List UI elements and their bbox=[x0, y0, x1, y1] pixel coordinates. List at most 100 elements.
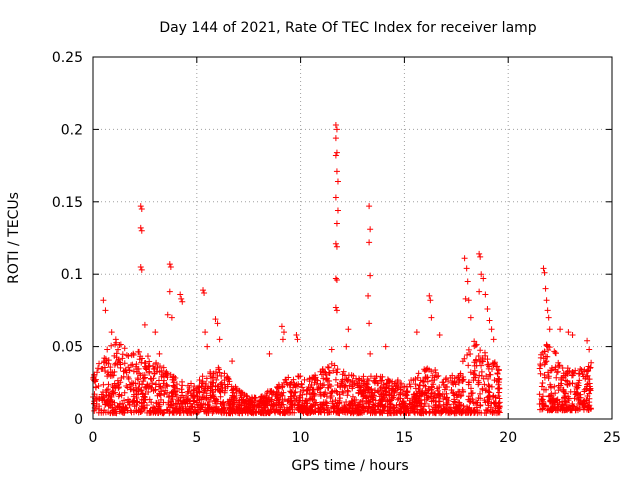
band-point bbox=[123, 382, 130, 389]
data-point bbox=[332, 304, 339, 311]
band-point bbox=[357, 404, 364, 411]
band-point bbox=[152, 381, 159, 388]
band-point bbox=[410, 409, 417, 416]
band-point bbox=[117, 361, 124, 368]
band-point bbox=[215, 364, 222, 371]
band-point bbox=[547, 381, 554, 388]
data-point bbox=[366, 239, 373, 246]
band-point bbox=[245, 404, 252, 411]
data-point bbox=[365, 292, 372, 299]
band-point bbox=[443, 390, 450, 397]
band-point bbox=[320, 375, 327, 382]
data-point bbox=[266, 350, 273, 357]
band-point bbox=[449, 379, 456, 386]
band-point bbox=[477, 347, 484, 354]
band-point bbox=[239, 408, 246, 415]
band-point bbox=[169, 393, 176, 400]
band-point bbox=[208, 379, 215, 386]
band-point bbox=[538, 351, 545, 358]
band-point bbox=[473, 399, 480, 406]
data-point bbox=[166, 288, 173, 295]
band-point bbox=[179, 382, 186, 389]
band-point bbox=[561, 389, 568, 396]
band-point bbox=[457, 393, 464, 400]
band-point bbox=[372, 397, 379, 404]
y-tick-label: 0.25 bbox=[52, 50, 83, 66]
band-point bbox=[291, 382, 298, 389]
band-point bbox=[371, 378, 378, 385]
band-point bbox=[479, 358, 486, 365]
band-point bbox=[412, 381, 419, 388]
data-point bbox=[333, 243, 340, 250]
data-point bbox=[584, 337, 591, 344]
band-point bbox=[104, 373, 111, 380]
data-point bbox=[545, 314, 552, 321]
band-point bbox=[560, 388, 567, 395]
data-point bbox=[293, 332, 300, 339]
data-point bbox=[178, 295, 185, 302]
band-point bbox=[340, 390, 347, 397]
band-point bbox=[298, 381, 305, 388]
band-point bbox=[551, 348, 558, 355]
data-point bbox=[141, 321, 148, 328]
band-point bbox=[160, 364, 167, 371]
band-point bbox=[446, 407, 453, 414]
band-point bbox=[99, 389, 106, 396]
band-point bbox=[111, 352, 118, 359]
band-point bbox=[169, 373, 176, 380]
band-point bbox=[339, 371, 346, 378]
data-point bbox=[229, 358, 236, 365]
band-point bbox=[436, 398, 443, 405]
band-point bbox=[146, 396, 153, 403]
band-point bbox=[451, 396, 458, 403]
band-point bbox=[164, 407, 171, 414]
band-point bbox=[486, 389, 493, 396]
band-point bbox=[322, 399, 329, 406]
band-point bbox=[252, 408, 259, 415]
band-point bbox=[91, 371, 98, 378]
band-point bbox=[435, 398, 442, 405]
band-point bbox=[561, 407, 568, 414]
data-point bbox=[333, 126, 340, 133]
band-point bbox=[567, 388, 574, 395]
band-point bbox=[221, 404, 228, 411]
band-point bbox=[495, 366, 502, 373]
band-point bbox=[234, 403, 241, 410]
band-point bbox=[543, 358, 550, 365]
band-point bbox=[119, 355, 126, 362]
band-point bbox=[285, 374, 292, 381]
data-point bbox=[214, 320, 221, 327]
band-point bbox=[321, 381, 328, 388]
band-point bbox=[426, 409, 433, 416]
band-point bbox=[199, 373, 206, 380]
band-point bbox=[241, 402, 248, 409]
band-point bbox=[287, 398, 294, 405]
band-point bbox=[174, 385, 181, 392]
band-point bbox=[467, 398, 474, 405]
band-point bbox=[350, 381, 357, 388]
data-point bbox=[367, 272, 374, 279]
band-point bbox=[108, 342, 115, 349]
band-point bbox=[141, 404, 148, 411]
band-point bbox=[121, 360, 128, 367]
band-point bbox=[213, 403, 220, 410]
data-point bbox=[112, 336, 119, 343]
data-point bbox=[202, 329, 209, 336]
band-point bbox=[144, 353, 151, 360]
band-point bbox=[323, 375, 330, 382]
band-point bbox=[207, 373, 214, 380]
band-point bbox=[491, 409, 498, 416]
band-point bbox=[443, 399, 450, 406]
band-point bbox=[288, 403, 295, 410]
band-point bbox=[177, 406, 184, 413]
band-point bbox=[422, 374, 429, 381]
band-point bbox=[183, 408, 190, 415]
band-point bbox=[301, 403, 308, 410]
band-point bbox=[98, 366, 105, 373]
band-point bbox=[287, 393, 294, 400]
band-point bbox=[394, 378, 401, 385]
band-point bbox=[328, 393, 335, 400]
band-point bbox=[161, 391, 168, 398]
band-point bbox=[178, 386, 185, 393]
band-point bbox=[362, 381, 369, 388]
